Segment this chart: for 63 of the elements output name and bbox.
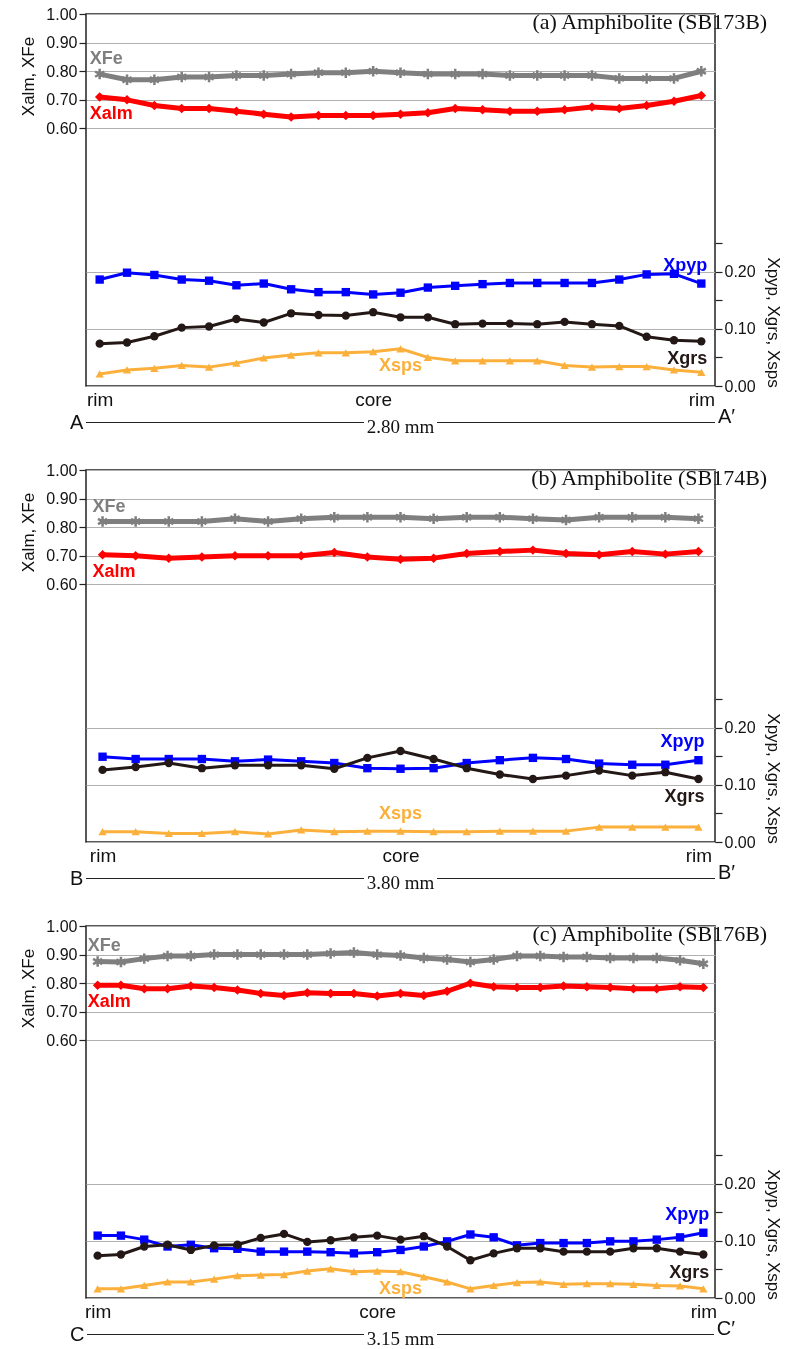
y-tick-label: 0.60	[46, 1031, 78, 1049]
y2-tick-label: 0.20	[724, 719, 756, 737]
y2-axis-title: Xpyp, Xgrs, Xsps	[763, 1169, 783, 1300]
y-tick-label: 1.00	[46, 917, 78, 935]
y2-axis-title: Xpyp, Xgrs, Xsps	[763, 257, 783, 388]
y-tick-label: 0.90	[46, 946, 78, 964]
text: B	[70, 866, 84, 890]
series-label: XFe	[92, 495, 126, 516]
text: 3.15 mm	[366, 1328, 435, 1349]
series-label: Xpyp	[663, 254, 708, 275]
series-label: Xgrs	[664, 786, 705, 807]
text: B′	[717, 860, 735, 884]
text: A	[70, 410, 84, 434]
y-tick-label: 1.00	[46, 5, 78, 23]
y2-tick-label: 0.10	[724, 320, 756, 338]
series-label: XFe	[89, 48, 123, 69]
x-tick-label: rim	[89, 844, 117, 866]
series-label: Xalm	[89, 102, 133, 123]
y-axis-title: Xalm, XFe	[19, 492, 39, 573]
x-tick-label: rim	[690, 1300, 718, 1322]
x-tick-label: core	[382, 844, 420, 866]
y2-tick-label: 0.00	[724, 1289, 756, 1307]
x-tick-label: core	[355, 388, 393, 410]
y-tick-label: 0.90	[46, 490, 78, 508]
y-tick-label: 0.80	[46, 974, 78, 992]
y-axis-title: Xalm, XFe	[19, 36, 39, 117]
series-label: Xsps	[378, 803, 423, 824]
y2-tick-label: 0.10	[724, 776, 756, 794]
text: A′	[717, 404, 735, 428]
y-tick-label: 0.90	[46, 34, 78, 52]
y-tick-label: 0.80	[46, 62, 78, 80]
series-label: Xsps	[378, 1277, 423, 1298]
text: 2.80 mm	[366, 416, 435, 438]
series-label: Xpyp	[665, 1203, 710, 1224]
y2-tick-label: 0.20	[724, 1175, 756, 1193]
y-tick-label: 0.80	[46, 518, 78, 536]
y-tick-label: 0.70	[46, 91, 78, 109]
y-tick-label: 0.70	[46, 1003, 78, 1021]
y2-tick-label: 0.20	[724, 263, 756, 281]
y2-tick-label: 0.00	[724, 833, 756, 851]
x-tick-label: rim	[84, 1300, 112, 1322]
y2-tick-label: 0.10	[724, 1232, 756, 1250]
y-tick-label: 1.00	[46, 461, 78, 479]
y-axis-title: Xalm, XFe	[19, 948, 39, 1029]
text: C	[70, 1322, 85, 1346]
x-tick-label: rim	[688, 388, 716, 410]
text: 3.80 mm	[366, 872, 435, 894]
y2-tick-label: 0.00	[724, 377, 756, 395]
y2-axis-title: Xpyp, Xgrs, Xsps	[763, 713, 783, 844]
y-tick-label: 0.60	[46, 575, 78, 593]
x-tick-label: core	[359, 1300, 397, 1322]
series-label: Xpyp	[660, 731, 705, 752]
y-tick-label: 0.70	[46, 547, 78, 565]
series-label: Xalm	[92, 560, 136, 581]
series-label: Xgrs	[667, 348, 708, 369]
x-tick-label: rim	[86, 388, 114, 410]
y-tick-label: 0.60	[46, 119, 78, 137]
series-label: XFe	[87, 935, 121, 956]
series-label: Xsps	[378, 354, 423, 375]
x-tick-label: rim	[685, 844, 713, 866]
series-label: Xalm	[87, 991, 131, 1012]
series-label: Xgrs	[669, 1261, 710, 1282]
text: C′	[716, 1316, 735, 1340]
